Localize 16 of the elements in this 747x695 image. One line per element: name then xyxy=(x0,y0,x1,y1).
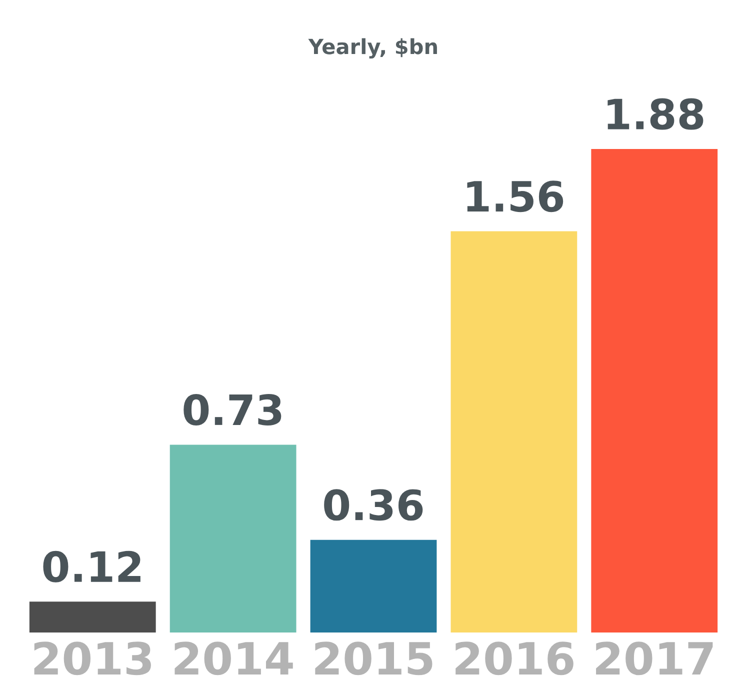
x-tick-label: 2014 xyxy=(174,642,293,676)
bar xyxy=(591,148,718,632)
data-label: 1.56 xyxy=(467,180,564,212)
x-tick-label: 2016 xyxy=(456,642,574,676)
bar xyxy=(170,444,296,632)
data-label: 0.12 xyxy=(43,550,140,582)
x-tick-label: 2015 xyxy=(315,642,432,676)
bar xyxy=(310,540,437,632)
data-label: 0.36 xyxy=(324,489,423,521)
data-label: 1.88 xyxy=(608,98,704,130)
x-tick-label: 2013 xyxy=(34,642,151,676)
x-tick-label: 2017 xyxy=(596,642,713,676)
chart-subtitle: Yearly, $bn xyxy=(308,38,437,59)
data-label: 0.73 xyxy=(184,394,282,426)
bar xyxy=(450,231,578,632)
bar xyxy=(29,602,156,632)
